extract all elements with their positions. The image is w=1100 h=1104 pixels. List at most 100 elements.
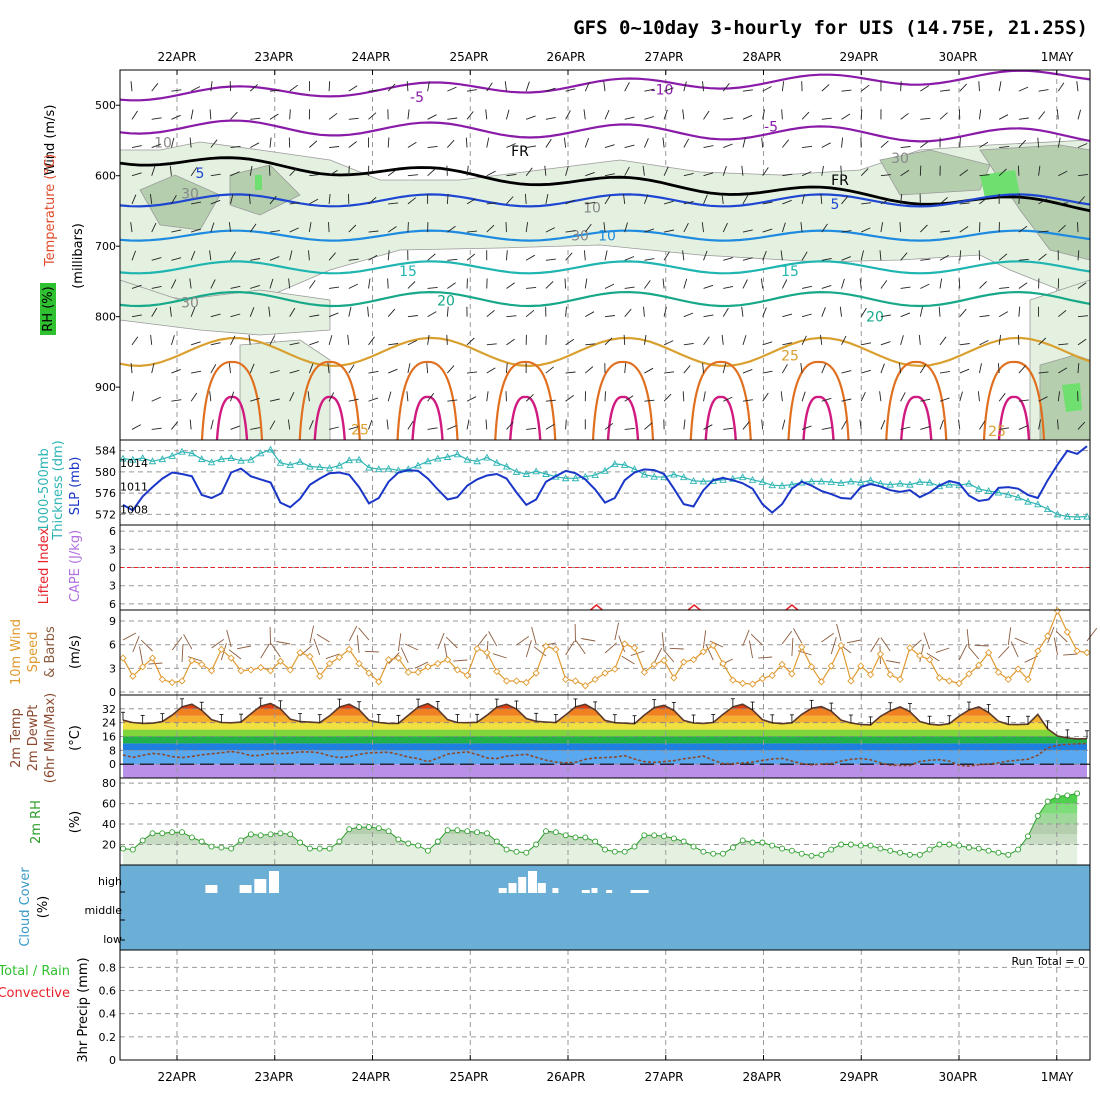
high-cloud-bar <box>592 888 598 893</box>
wind-barb <box>408 142 416 147</box>
contour-label: 10 <box>598 229 616 245</box>
wind-barb-10m <box>792 638 793 656</box>
bottom-date-axis: 22APR 23APR 24APR 25APR 26APR 27APR 28AP… <box>157 1070 1073 1084</box>
date-label: 22APR <box>157 1070 196 1084</box>
high-cloud-bar <box>528 871 537 893</box>
wind-barb <box>822 364 826 373</box>
wind-barb <box>625 145 635 147</box>
wind-barb <box>644 423 652 430</box>
date-label: 29APR <box>839 1070 878 1084</box>
wind-barb <box>901 147 911 148</box>
rh-point <box>809 853 814 858</box>
wind-barb <box>369 337 375 345</box>
wind-speed-point <box>1074 648 1080 654</box>
temp-band <box>120 764 1090 778</box>
rh-tick: 40 <box>102 818 116 831</box>
wind-barb <box>585 138 588 147</box>
wind-barb <box>486 420 487 430</box>
wind-barb <box>229 363 230 373</box>
wind-barb <box>723 258 733 261</box>
contour-label: 15 <box>399 264 417 280</box>
wind-barb <box>782 314 792 317</box>
rh-point <box>534 842 539 847</box>
wind-barb <box>939 307 940 317</box>
rh-point <box>662 834 667 839</box>
wind-barb <box>349 399 359 401</box>
precip-tick: 0.6 <box>99 985 117 998</box>
wind-barb <box>801 363 802 373</box>
rh-point <box>366 825 371 830</box>
high-cloud-bar <box>509 883 517 893</box>
wind-barb <box>842 421 847 430</box>
rh-point <box>357 825 362 830</box>
wind-speed-point <box>1054 608 1060 614</box>
date-label: 22APR <box>157 50 196 64</box>
wind-barb <box>842 114 850 119</box>
wind-barb <box>171 369 180 373</box>
wind-barb <box>329 81 330 91</box>
contour-label: 25 <box>988 424 1006 440</box>
rh-point <box>967 845 972 850</box>
rh-point <box>583 835 588 840</box>
wind-barb <box>999 287 1009 288</box>
isotherm-35-plume <box>608 397 638 440</box>
wind-barb <box>920 118 930 119</box>
rh-point <box>652 833 657 838</box>
wind-tick: 0 <box>109 686 116 699</box>
wind-barb <box>407 81 408 91</box>
date-label: 28APR <box>742 50 781 64</box>
wind-barb <box>822 84 829 91</box>
thickness-axis-label: 1000-500mb <box>37 448 52 532</box>
wind-barb <box>526 82 529 91</box>
wind-barb <box>309 280 315 288</box>
wind-barb <box>625 287 635 288</box>
wind-barb <box>901 81 902 91</box>
wind-barb <box>131 81 132 91</box>
precip-tick: 0.2 <box>99 1031 117 1044</box>
rh-point <box>868 843 873 848</box>
wind-barb <box>388 369 397 373</box>
wind-barb <box>763 342 773 345</box>
wind-barb <box>723 83 729 91</box>
wind-barb <box>881 280 887 288</box>
wind-barb-10m <box>526 640 531 657</box>
wind-barb-10m <box>237 646 251 649</box>
wind-barb-10m <box>886 661 900 664</box>
wind-barb <box>584 109 585 119</box>
wind-barb <box>466 138 467 148</box>
li-tick: 3 <box>109 543 116 556</box>
wind-barb <box>978 391 979 401</box>
wind-barb <box>190 420 191 430</box>
wind-barb <box>447 87 456 91</box>
date-label: 28APR <box>742 1070 781 1084</box>
wind-barb <box>605 284 614 288</box>
wind-barb-10m <box>743 630 749 646</box>
wind-speed-point <box>484 650 490 656</box>
wind-barb <box>644 259 654 261</box>
wind-barb-10m <box>141 640 152 651</box>
temp-tick: 16 <box>102 731 116 744</box>
wind-barb <box>349 86 357 91</box>
wind-barb <box>704 146 714 148</box>
pressure-tick: 800 <box>95 311 116 324</box>
rh-point <box>475 830 480 835</box>
temp-tick: 24 <box>102 717 116 730</box>
panel-frame-prec <box>120 950 1090 1060</box>
high-cloud-bar <box>240 885 252 893</box>
wind-barb <box>132 146 142 148</box>
date-label: 26APR <box>546 1070 585 1084</box>
wind-barb <box>152 428 162 429</box>
rh-point <box>750 840 755 845</box>
wind-barb <box>467 90 477 92</box>
wind-barb <box>723 118 733 120</box>
wind-barb-10m <box>398 633 400 651</box>
wind-barb <box>526 255 535 260</box>
rh-point <box>209 844 214 849</box>
wind-barb <box>585 367 593 373</box>
wind-barb <box>861 392 865 401</box>
wind-barb <box>743 400 753 402</box>
wind-tick: 6 <box>109 639 116 652</box>
wind-barb-10m <box>123 633 136 640</box>
wind-barb <box>270 138 271 148</box>
slp-axis-label: SLP (mb) <box>68 457 83 516</box>
